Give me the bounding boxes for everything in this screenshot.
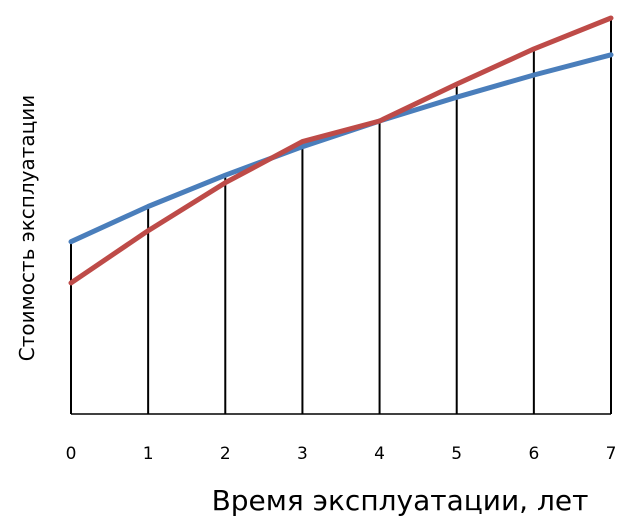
- x-tick-label-4: 4: [374, 444, 385, 464]
- series-line-1: [68, 52, 614, 245]
- x-tick-label-0: 0: [66, 444, 77, 464]
- drop-lines: [70, 18, 612, 414]
- x-tick-label-7: 7: [606, 444, 617, 464]
- x-tick-labels: 0 1 2 3 4 5 6 7: [66, 444, 617, 464]
- x-tick-label-3: 3: [297, 444, 308, 464]
- series-group: [68, 15, 614, 286]
- x-tick-label-2: 2: [220, 444, 231, 464]
- series-line-2: [68, 15, 614, 286]
- x-tick-label-5: 5: [451, 444, 462, 464]
- x-axis-title: Время эксплуатации, лет: [212, 484, 589, 517]
- x-tick-label-6: 6: [528, 444, 539, 464]
- x-tick-label-1: 1: [143, 444, 154, 464]
- y-axis-title: Стоимость эксплуатации: [15, 95, 39, 361]
